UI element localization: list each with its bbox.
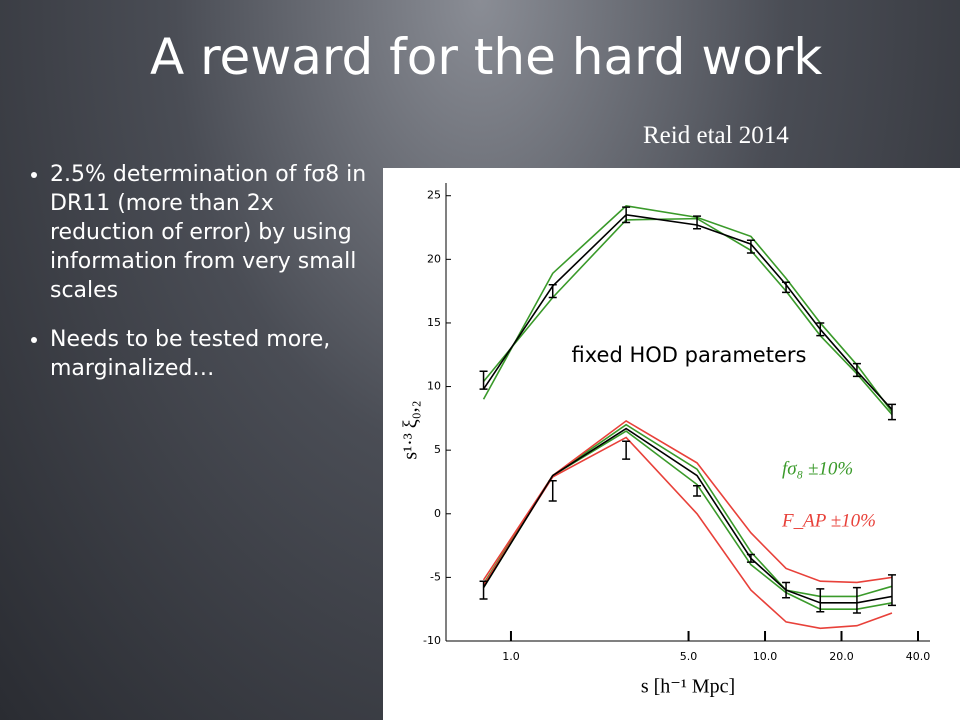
slide-title: A reward for the hard work — [150, 28, 823, 86]
error-bar — [479, 370, 488, 390]
error-bar — [887, 403, 896, 421]
x-axis-label: s [h⁻¹ Mpc] — [641, 676, 735, 698]
y-tick-label: -10 — [423, 634, 441, 647]
series-line — [482, 436, 893, 630]
bullet: Needs to be tested more, marginalized… — [50, 325, 380, 383]
series-line — [482, 423, 893, 598]
y-tick-label: 10 — [427, 380, 441, 393]
series-line — [482, 205, 893, 413]
error-bar — [693, 215, 702, 230]
x-tick-label: 5.0 — [680, 650, 698, 663]
error-bar — [746, 553, 755, 563]
error-bar — [548, 479, 557, 502]
x-tick-label: 1.0 — [502, 650, 520, 663]
error-bar — [852, 362, 861, 378]
error-bar — [746, 239, 755, 254]
annotation: fixed HOD parameters — [572, 343, 807, 367]
series-line — [482, 213, 893, 410]
error-bar — [782, 281, 791, 294]
bullet-list: 2.5% determination of fσ8 in DR11 (more … — [20, 160, 380, 403]
figure-panel — [383, 168, 960, 720]
error-bar — [479, 580, 488, 600]
series-line — [482, 419, 893, 584]
error-bar — [782, 581, 791, 599]
error-bar — [816, 588, 825, 613]
bullet: 2.5% determination of fσ8 in DR11 (more … — [50, 160, 380, 305]
y-tick-label: 20 — [427, 252, 441, 265]
error-bar — [887, 574, 896, 607]
error-bar — [622, 440, 631, 460]
error-bar — [622, 206, 631, 224]
series-line — [482, 217, 893, 416]
y-tick-label: 15 — [427, 316, 441, 329]
x-tick-label: 40.0 — [906, 650, 931, 663]
y-tick-label: 25 — [427, 189, 441, 202]
x-tick-label: 20.0 — [829, 650, 854, 663]
error-bar — [852, 586, 861, 614]
x-tick-label: 10.0 — [753, 650, 778, 663]
legend-entry: fσ₈ ±10% — [782, 458, 853, 479]
error-bar — [693, 485, 702, 497]
legend-entry: F_AP ±10% — [781, 510, 876, 531]
error-bar — [816, 322, 825, 337]
y-tick-label: 0 — [434, 507, 441, 520]
citation: Reid etal 2014 — [643, 122, 789, 149]
error-bar — [548, 284, 557, 299]
y-tick-label: -5 — [430, 570, 441, 583]
y-axis-label: s¹·³ ξ₀,₂ — [400, 400, 422, 459]
y-tick-label: 5 — [434, 443, 441, 456]
